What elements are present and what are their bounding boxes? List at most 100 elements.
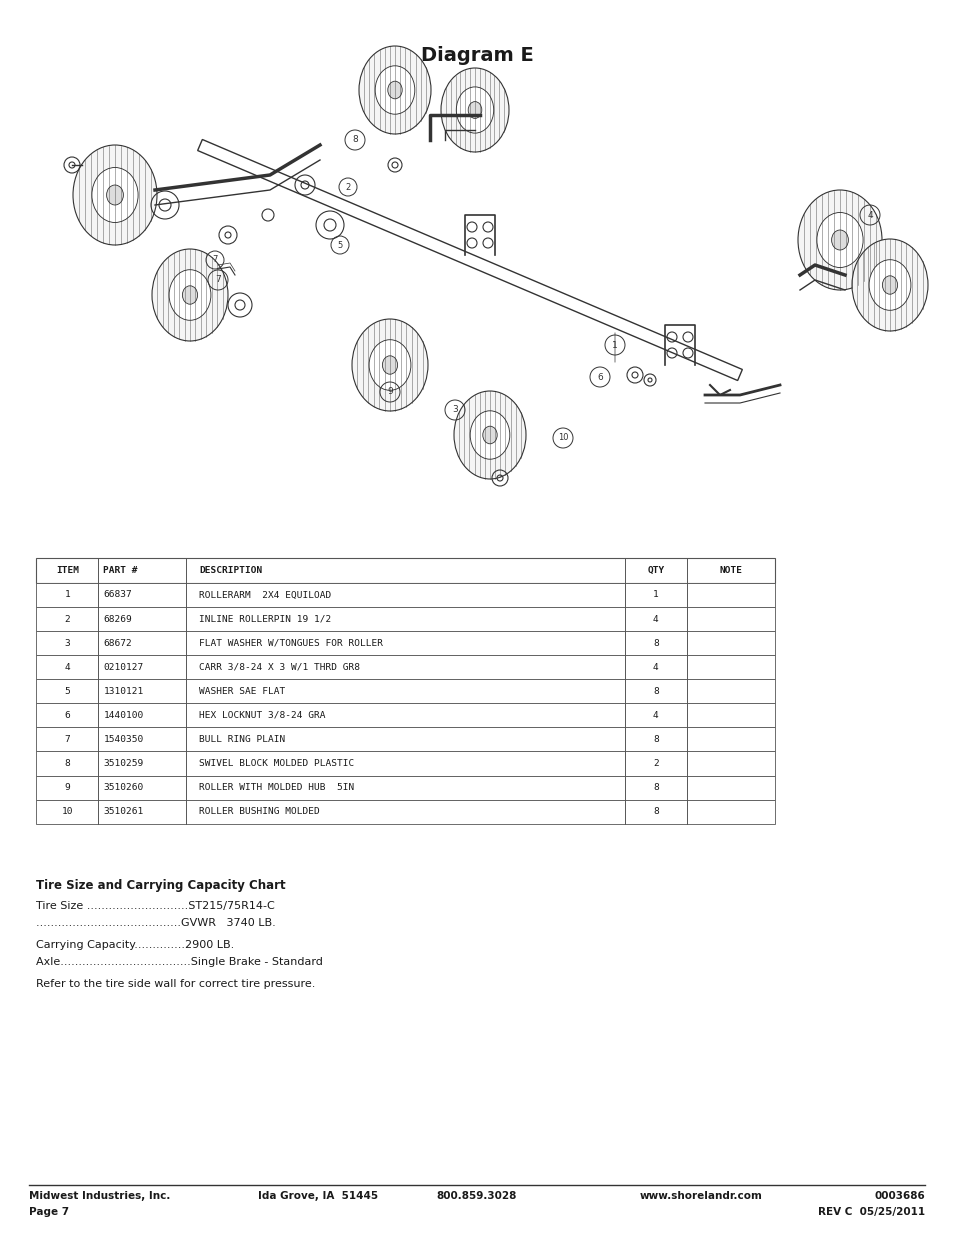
Text: 1310121: 1310121 xyxy=(104,687,144,695)
Text: 5: 5 xyxy=(337,241,342,249)
Text: PART #: PART # xyxy=(103,566,137,576)
Ellipse shape xyxy=(169,269,211,320)
Ellipse shape xyxy=(482,426,497,443)
Text: Axle....................................Single Brake - Standard: Axle....................................… xyxy=(36,957,323,967)
Text: ROLLER BUSHING MOLDED: ROLLER BUSHING MOLDED xyxy=(199,808,319,816)
Text: Carrying Capacity..............2900 LB.: Carrying Capacity..............2900 LB. xyxy=(36,940,234,950)
Text: 0003686: 0003686 xyxy=(874,1191,924,1200)
Bar xyxy=(36,631,774,655)
Text: FLAT WASHER W/TONGUES FOR ROLLER: FLAT WASHER W/TONGUES FOR ROLLER xyxy=(199,638,383,647)
Text: 68269: 68269 xyxy=(104,615,132,624)
Text: Tire Size and Carrying Capacity Chart: Tire Size and Carrying Capacity Chart xyxy=(36,879,286,893)
Bar xyxy=(36,655,774,679)
Ellipse shape xyxy=(382,356,397,374)
Text: Page 7: Page 7 xyxy=(29,1207,69,1216)
Ellipse shape xyxy=(107,185,123,205)
Text: Tire Size ............................ST215/75R14-C: Tire Size ............................ST… xyxy=(36,902,274,911)
Ellipse shape xyxy=(868,259,910,310)
Text: 3510259: 3510259 xyxy=(104,760,144,768)
Text: WASHER SAE FLAT: WASHER SAE FLAT xyxy=(199,687,285,695)
Text: 4: 4 xyxy=(866,210,872,220)
Text: DESCRIPTION: DESCRIPTION xyxy=(199,566,262,576)
Text: CARR 3/8-24 X 3 W/1 THRD GR8: CARR 3/8-24 X 3 W/1 THRD GR8 xyxy=(199,663,360,672)
Text: 4: 4 xyxy=(652,711,659,720)
Text: 9: 9 xyxy=(64,783,71,792)
Text: 2: 2 xyxy=(652,760,659,768)
Ellipse shape xyxy=(352,319,428,411)
Text: 1440100: 1440100 xyxy=(104,711,144,720)
Text: 10: 10 xyxy=(61,808,73,816)
Text: Ida Grove, IA  51445: Ida Grove, IA 51445 xyxy=(257,1191,377,1200)
Ellipse shape xyxy=(851,240,927,331)
Bar xyxy=(36,679,774,704)
Text: 4: 4 xyxy=(64,663,71,672)
Text: 8: 8 xyxy=(652,808,659,816)
Text: 8: 8 xyxy=(652,735,659,743)
Text: INLINE ROLLERPIN 19 1/2: INLINE ROLLERPIN 19 1/2 xyxy=(199,615,331,624)
Ellipse shape xyxy=(182,285,197,304)
Ellipse shape xyxy=(816,212,862,268)
Text: 8: 8 xyxy=(352,136,357,144)
Text: ........................................GVWR   3740 LB.: ........................................… xyxy=(36,919,275,929)
Text: 3510261: 3510261 xyxy=(104,808,144,816)
Text: QTY: QTY xyxy=(646,566,664,576)
Ellipse shape xyxy=(91,168,138,222)
Text: 4: 4 xyxy=(652,615,659,624)
Ellipse shape xyxy=(831,230,847,249)
Text: 2: 2 xyxy=(64,615,71,624)
Text: 6: 6 xyxy=(64,711,71,720)
Ellipse shape xyxy=(468,101,481,119)
Text: 3: 3 xyxy=(452,405,457,415)
Text: Diagram E: Diagram E xyxy=(420,46,533,64)
Text: Refer to the tire side wall for correct tire pressure.: Refer to the tire side wall for correct … xyxy=(36,979,315,989)
Text: 6: 6 xyxy=(597,373,602,382)
Text: 8: 8 xyxy=(652,687,659,695)
Ellipse shape xyxy=(797,190,882,290)
Text: 68672: 68672 xyxy=(104,638,132,647)
Text: HEX LOCKNUT 3/8-24 GRA: HEX LOCKNUT 3/8-24 GRA xyxy=(199,711,325,720)
Bar xyxy=(36,704,774,727)
Text: BULL RING PLAIN: BULL RING PLAIN xyxy=(199,735,285,743)
Text: REV C  05/25/2011: REV C 05/25/2011 xyxy=(818,1207,924,1216)
Ellipse shape xyxy=(375,65,415,114)
Ellipse shape xyxy=(358,46,431,135)
Bar xyxy=(36,558,774,583)
Text: 8: 8 xyxy=(652,638,659,647)
Text: 800.859.3028: 800.859.3028 xyxy=(436,1191,517,1200)
Text: ITEM: ITEM xyxy=(55,566,79,576)
Ellipse shape xyxy=(440,68,509,152)
Ellipse shape xyxy=(882,275,897,294)
Ellipse shape xyxy=(73,144,157,245)
Text: www.shorelandr.com: www.shorelandr.com xyxy=(639,1191,761,1200)
Text: 3510260: 3510260 xyxy=(104,783,144,792)
Bar xyxy=(36,606,774,631)
Bar xyxy=(36,776,774,800)
Bar xyxy=(36,751,774,776)
Bar xyxy=(36,583,774,606)
Text: 5: 5 xyxy=(64,687,71,695)
Text: 8: 8 xyxy=(652,783,659,792)
Text: Midwest Industries, Inc.: Midwest Industries, Inc. xyxy=(29,1191,170,1200)
Ellipse shape xyxy=(152,249,228,341)
Text: 1: 1 xyxy=(652,590,659,599)
Text: 66837: 66837 xyxy=(104,590,132,599)
Ellipse shape xyxy=(454,391,525,479)
Text: 7: 7 xyxy=(64,735,71,743)
Ellipse shape xyxy=(369,340,411,390)
Ellipse shape xyxy=(387,82,402,99)
Text: ROLLER WITH MOLDED HUB  5IN: ROLLER WITH MOLDED HUB 5IN xyxy=(199,783,355,792)
Bar xyxy=(36,727,774,751)
Text: 7: 7 xyxy=(214,275,221,284)
Text: NOTE: NOTE xyxy=(719,566,741,576)
Text: 0210127: 0210127 xyxy=(104,663,144,672)
Text: 1540350: 1540350 xyxy=(104,735,144,743)
Text: 10: 10 xyxy=(558,433,568,442)
Text: 1: 1 xyxy=(612,341,618,350)
Bar xyxy=(36,800,774,824)
Text: 8: 8 xyxy=(64,760,71,768)
Text: 7: 7 xyxy=(213,256,217,264)
Text: SWIVEL BLOCK MOLDED PLASTIC: SWIVEL BLOCK MOLDED PLASTIC xyxy=(199,760,355,768)
Ellipse shape xyxy=(456,86,494,133)
Text: ROLLERARM  2X4 EQUILOAD: ROLLERARM 2X4 EQUILOAD xyxy=(199,590,331,599)
Text: 2: 2 xyxy=(345,183,351,191)
